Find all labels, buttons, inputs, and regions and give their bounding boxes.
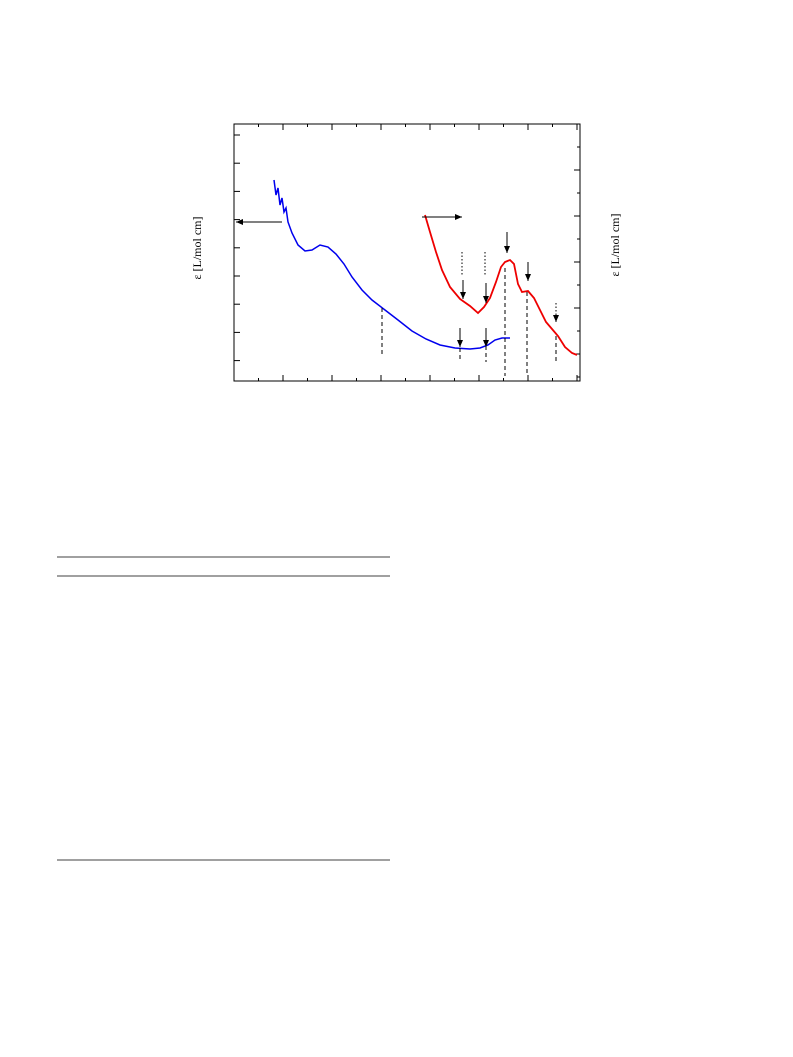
red-spectrum	[424, 214, 578, 356]
plot-frame	[233, 123, 581, 382]
axis-ticks	[234, 124, 580, 381]
blue-spectrum	[273, 179, 510, 350]
y-axis-label-right: ε [L/mol cm]	[608, 213, 622, 276]
y-axis-label-left: ε [L/mol cm]	[190, 216, 204, 279]
figure: ε [L/mol cm] ε [L/mol cm]	[190, 123, 622, 382]
table	[57, 556, 390, 861]
